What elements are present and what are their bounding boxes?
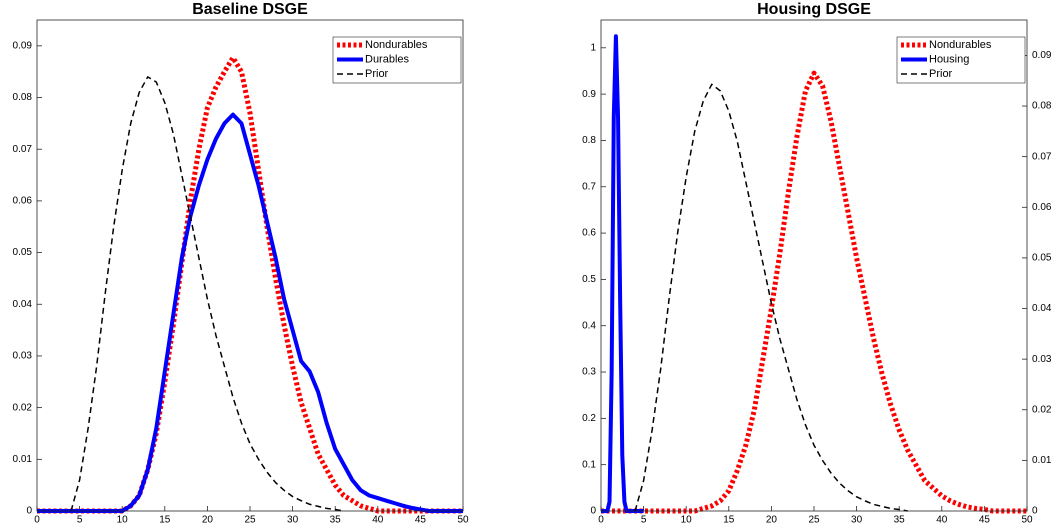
y-tick-label: 0.07 <box>13 144 33 155</box>
y-tick-label: 0.03 <box>13 351 33 362</box>
x-tick-label: 45 <box>979 515 991 526</box>
subplot: Baseline DSGE 0 5 10 15 20 25 30 35 40 45 50 0 0.01 0.… <box>13 1 469 525</box>
y-tick-label: 0.08 <box>13 92 33 103</box>
x-tick-label: 15 <box>723 515 735 526</box>
x-tick-label: 50 <box>1021 515 1033 526</box>
series-line <box>601 34 644 513</box>
x-tick-label: 20 <box>766 515 778 526</box>
series-line <box>37 55 463 514</box>
x-tick-label: 0 <box>34 515 40 526</box>
y-tick-label: 0.09 <box>13 40 33 51</box>
x-tick-label: 5 <box>641 515 647 526</box>
y-tick-label: 0.2 <box>582 413 596 424</box>
y-tick-label: 0.3 <box>582 367 596 378</box>
y-tick-label: 0.04 <box>13 299 33 310</box>
y2-tick-label: 0.08 <box>1032 101 1052 112</box>
y-tick-label: 0.1 <box>582 459 596 470</box>
legend-label: Nondurables <box>365 39 428 51</box>
x-tick-label: 25 <box>808 515 820 526</box>
series-line <box>601 70 1027 514</box>
x-tick-label: 50 <box>457 515 469 526</box>
x-tick-label: 10 <box>681 515 693 526</box>
x-tick-label: 30 <box>851 515 863 526</box>
legend-label: Durables <box>365 53 410 65</box>
y-tick-label: 0 <box>590 506 596 517</box>
chart-title: Housing DSGE <box>757 1 871 18</box>
y-tick-label: 1 <box>590 42 596 53</box>
x-tick-label: 40 <box>936 515 948 526</box>
y2-tick-label: 0.01 <box>1032 455 1052 466</box>
y-tick-label: 0.9 <box>582 89 596 100</box>
x-tick-label: 35 <box>330 515 342 526</box>
plot-frame <box>36 19 464 512</box>
x-tick-label: 0 <box>598 515 604 526</box>
y-tick-label: 0.8 <box>582 135 596 146</box>
y-tick-label: 0.6 <box>582 228 596 239</box>
chart-title: Baseline DSGE <box>192 1 308 18</box>
y2-tick-label: 0.09 <box>1032 50 1052 61</box>
x-tick-label: 40 <box>372 515 384 526</box>
y-tick-label: 0.5 <box>582 274 596 285</box>
legend-label: Prior <box>365 68 389 80</box>
y2-tick-label: 0.04 <box>1032 303 1052 314</box>
y2-tick-label: 0 <box>1032 506 1038 517</box>
legend-label: Prior <box>929 68 953 80</box>
y2-tick-label: 0.03 <box>1032 354 1052 365</box>
series-line <box>634 83 908 512</box>
y2-tick-label: 0.06 <box>1032 202 1052 213</box>
y2-tick-label: 0.02 <box>1032 404 1052 415</box>
x-tick-label: 35 <box>894 515 906 526</box>
x-tick-label: 5 <box>77 515 83 526</box>
legend-label: Nondurables <box>929 39 992 51</box>
y-tick-label: 0.02 <box>13 402 33 413</box>
series-line <box>70 76 344 512</box>
x-tick-label: 10 <box>117 515 129 526</box>
x-tick-label: 15 <box>159 515 171 526</box>
x-tick-label: 20 <box>202 515 214 526</box>
y-tick-label: 0.05 <box>13 247 33 258</box>
y-tick-label: 0.01 <box>13 454 33 465</box>
y-tick-label: 0.7 <box>582 181 596 192</box>
y-tick-label: 0.4 <box>582 320 596 331</box>
y-tick-label: 0 <box>26 506 32 517</box>
series-line <box>37 112 463 513</box>
x-tick-label: 25 <box>244 515 256 526</box>
y2-tick-label: 0.05 <box>1032 253 1052 264</box>
y2-tick-label: 0.07 <box>1032 151 1052 162</box>
x-tick-label: 30 <box>287 515 299 526</box>
plot-frame <box>600 19 1028 512</box>
x-tick-label: 45 <box>415 515 427 526</box>
legend-label: Housing <box>929 53 969 65</box>
y-tick-label: 0.06 <box>13 196 33 207</box>
